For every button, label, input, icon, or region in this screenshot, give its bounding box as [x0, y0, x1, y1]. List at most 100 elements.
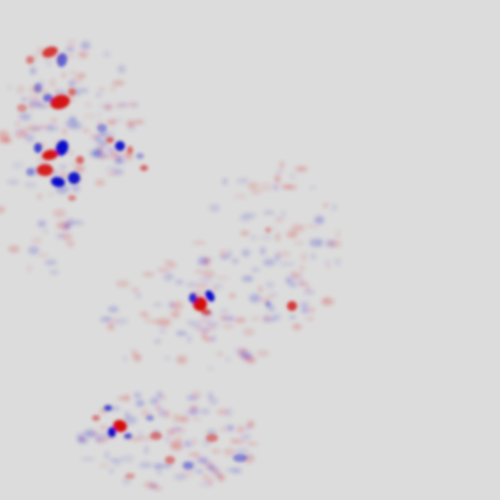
faint-speckle [300, 252, 308, 262]
faint-speckle [288, 282, 298, 288]
faint-speckle [124, 411, 130, 420]
faint-speckle [277, 168, 283, 175]
faint-speckle [15, 121, 21, 126]
faint-speckle [258, 285, 263, 293]
faint-speckle [125, 152, 133, 162]
faint-speckle [186, 282, 198, 288]
negative-blob [34, 83, 42, 93]
positive-blob [17, 104, 27, 112]
faint-speckle [158, 463, 173, 468]
positive-blob [113, 419, 127, 433]
faint-speckle [236, 425, 246, 434]
faint-speckle [153, 463, 162, 470]
faint-speckle [45, 124, 59, 132]
faint-speckle [222, 178, 228, 186]
faint-speckle [99, 425, 108, 429]
negative-blob [55, 140, 69, 156]
faint-speckle [172, 413, 180, 423]
positive-blob [150, 432, 162, 440]
faint-speckle [209, 204, 220, 212]
faint-speckle [122, 477, 131, 485]
faint-speckle [68, 150, 75, 155]
faint-speckle [96, 93, 101, 97]
faint-speckle [138, 436, 153, 441]
faint-speckle [37, 194, 42, 199]
faint-speckle [219, 249, 228, 257]
faint-speckle [40, 89, 49, 94]
positive-blob [140, 165, 148, 171]
negative-blob [97, 124, 107, 132]
faint-speckle [276, 250, 291, 258]
faint-speckle [170, 310, 180, 319]
faint-speckle [263, 258, 276, 266]
faint-speckle [133, 392, 142, 399]
faint-speckle [194, 270, 206, 274]
faint-speckle [49, 269, 59, 275]
faint-speckle [240, 434, 251, 440]
faint-speckle [195, 283, 209, 288]
faint-speckle [206, 429, 217, 436]
negative-blob [104, 405, 112, 411]
faint-speckle [164, 356, 171, 360]
faint-speckle [265, 281, 275, 289]
faint-speckle [131, 103, 138, 107]
faint-speckle [158, 408, 167, 417]
faint-speckle [218, 474, 225, 482]
faint-speckle [325, 264, 331, 269]
faint-speckle [36, 103, 49, 109]
faint-speckle [298, 282, 310, 286]
faint-speckle [234, 448, 249, 454]
faint-speckle [62, 127, 67, 136]
faint-speckle [167, 428, 176, 436]
faint-speckle [200, 258, 213, 262]
faint-speckle [157, 318, 171, 327]
faint-speckle [43, 229, 48, 234]
faint-speckle [195, 326, 205, 332]
faint-speckle [263, 211, 275, 215]
faint-speckle [259, 297, 272, 303]
faint-speckle [153, 338, 162, 345]
faint-speckle [203, 473, 209, 482]
faint-speckle [96, 113, 102, 117]
faint-speckle [80, 41, 91, 51]
faint-speckle [250, 315, 261, 322]
faint-speckle [159, 395, 167, 400]
faint-speckle [280, 184, 294, 189]
faint-speckle [104, 451, 110, 459]
faint-speckle [73, 74, 84, 84]
faint-speckle [52, 208, 67, 218]
faint-speckle [81, 457, 95, 461]
positive-blob [106, 137, 114, 143]
faint-speckle [26, 124, 40, 132]
faint-speckle [249, 442, 259, 446]
faint-speckle [31, 237, 43, 245]
faint-speckle [16, 85, 25, 94]
faint-speckle [112, 317, 120, 324]
faint-speckle [24, 181, 37, 189]
negative-blob [189, 293, 197, 303]
faint-speckle [28, 245, 40, 255]
positive-blob [50, 94, 70, 110]
faint-speckle [281, 210, 286, 218]
faint-speckle [95, 179, 105, 186]
faint-speckle [299, 301, 310, 308]
faint-speckle [190, 390, 202, 399]
faint-speckle [75, 88, 81, 97]
faint-speckle [295, 166, 308, 172]
faint-speckle [30, 67, 37, 75]
faint-speckle [144, 316, 151, 324]
faint-speckle [334, 258, 342, 266]
faint-speckle [202, 269, 216, 279]
faint-speckle [274, 174, 281, 184]
faint-speckle [69, 122, 82, 131]
faint-speckle [222, 324, 235, 328]
faint-speckle [305, 316, 315, 322]
faint-speckle [184, 411, 194, 415]
faint-speckle [164, 435, 171, 443]
faint-speckle [106, 172, 118, 176]
faint-speckle [113, 158, 127, 164]
faint-speckle [84, 102, 93, 108]
faint-speckle [124, 394, 130, 402]
